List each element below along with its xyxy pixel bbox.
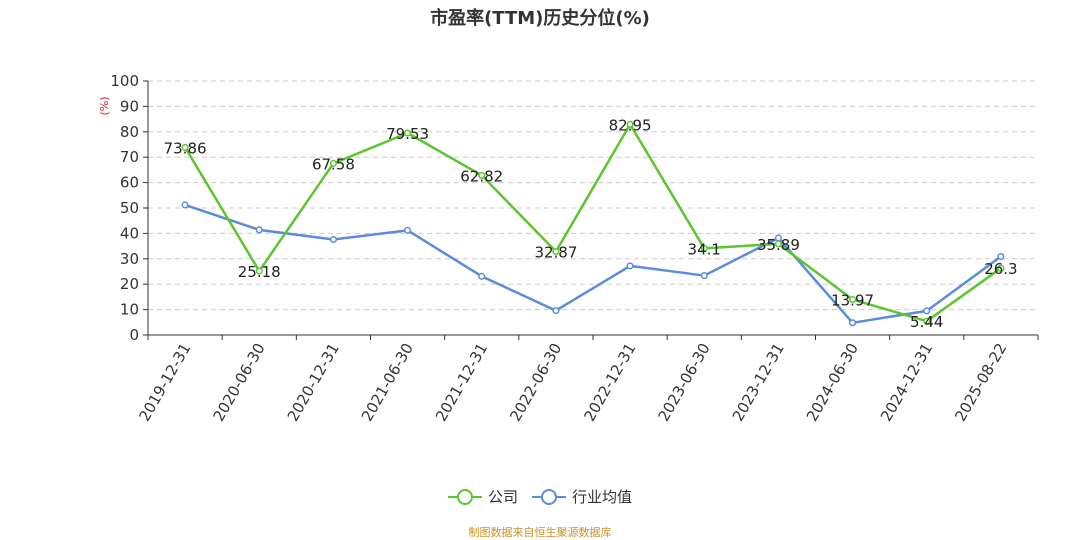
y-tick-label: 70 bbox=[120, 148, 139, 166]
x-tick-label: 2021-12-31 bbox=[432, 340, 491, 425]
data-label: 25.18 bbox=[238, 263, 281, 281]
x-tick-label: 2023-06-30 bbox=[655, 340, 714, 425]
data-point-company bbox=[255, 267, 263, 275]
legend-marker-industry-icon bbox=[532, 488, 566, 505]
x-tick-label: 2020-06-30 bbox=[210, 340, 269, 425]
data-label: 34.1 bbox=[688, 240, 721, 258]
y-tick-label: 20 bbox=[120, 275, 139, 293]
data-point-company bbox=[923, 317, 931, 325]
chart-title: 市盈率(TTM)历史分位(%) bbox=[430, 8, 650, 29]
data-point-industry-average bbox=[626, 262, 634, 270]
data-point-industry-average bbox=[552, 307, 560, 315]
data-point-industry-average bbox=[700, 272, 708, 280]
data-label: 73.86 bbox=[164, 139, 207, 157]
data-label: 32.87 bbox=[534, 244, 577, 262]
x-tick-label: 2019-12-31 bbox=[135, 340, 194, 425]
data-label: 62.82 bbox=[460, 167, 503, 185]
data-point-company bbox=[552, 247, 560, 256]
x-tick-label: 2025-08-22 bbox=[951, 340, 1010, 425]
data-label: 35.89 bbox=[757, 236, 800, 254]
y-axis-label: (%) bbox=[98, 96, 111, 115]
x-tick-label: 2022-12-31 bbox=[580, 340, 639, 425]
data-point-industry-average bbox=[478, 272, 486, 280]
data-point-company bbox=[181, 143, 189, 151]
y-tick-label: 100 bbox=[110, 72, 139, 90]
x-tick-label: 2022-06-30 bbox=[506, 340, 565, 425]
data-point-company bbox=[997, 264, 1005, 272]
data-point-company bbox=[700, 244, 708, 252]
data-point-industry-average bbox=[404, 226, 412, 234]
data-point-industry-average bbox=[329, 235, 337, 244]
data-point-industry-average bbox=[181, 201, 189, 209]
data-point-company bbox=[329, 159, 337, 167]
y-tick-label: 50 bbox=[120, 199, 139, 217]
legend-item-company[interactable]: 公司 bbox=[447, 486, 518, 507]
y-tick-label: 90 bbox=[120, 97, 139, 115]
data-label: 5.44 bbox=[910, 313, 943, 331]
y-tick-label: 30 bbox=[120, 250, 139, 268]
data-point-industry-average bbox=[923, 307, 931, 315]
data-label: 82.95 bbox=[609, 116, 652, 134]
data-label: 67.58 bbox=[312, 155, 355, 173]
y-tick-label: 40 bbox=[120, 224, 139, 242]
x-tick-label: 2024-06-30 bbox=[803, 340, 862, 425]
legend-label-industry-average: 行业均值 bbox=[572, 488, 633, 506]
legend[interactable]: 公司 行业均值 bbox=[0, 486, 1080, 507]
legend-item-industry-average[interactable]: 行业均值 bbox=[532, 486, 632, 507]
series-line-company bbox=[184, 123, 1002, 323]
x-tick-label: 2024-12-31 bbox=[877, 340, 936, 425]
y-tick-label: 80 bbox=[120, 123, 139, 141]
data-point-company bbox=[404, 129, 412, 137]
y-tick-label: 60 bbox=[120, 174, 139, 192]
x-tick-label: 2021-06-30 bbox=[358, 340, 417, 425]
data-point-industry-average bbox=[849, 319, 857, 327]
x-tick-label: 2023-12-31 bbox=[729, 340, 788, 425]
data-point-industry-average bbox=[255, 226, 263, 234]
x-tick-label: 2020-12-31 bbox=[284, 340, 343, 425]
source-note: 制图数据来自恒生聚源数据库 bbox=[468, 526, 612, 539]
legend-marker-company-icon bbox=[447, 488, 482, 505]
data-point-company bbox=[478, 171, 486, 179]
data-point-company bbox=[849, 295, 857, 304]
data-point-industry-average bbox=[997, 252, 1005, 261]
y-tick-label: 10 bbox=[120, 301, 139, 319]
series-line-industry-average bbox=[184, 203, 1002, 325]
data-label: 13.97 bbox=[831, 292, 874, 310]
data-point-company bbox=[774, 240, 782, 248]
data-label: 26.3 bbox=[984, 260, 1017, 278]
legend-label-company: 公司 bbox=[487, 488, 518, 506]
data-point-company bbox=[626, 120, 634, 128]
data-label: 79.53 bbox=[386, 125, 429, 143]
y-tick-label: 0 bbox=[129, 326, 139, 344]
